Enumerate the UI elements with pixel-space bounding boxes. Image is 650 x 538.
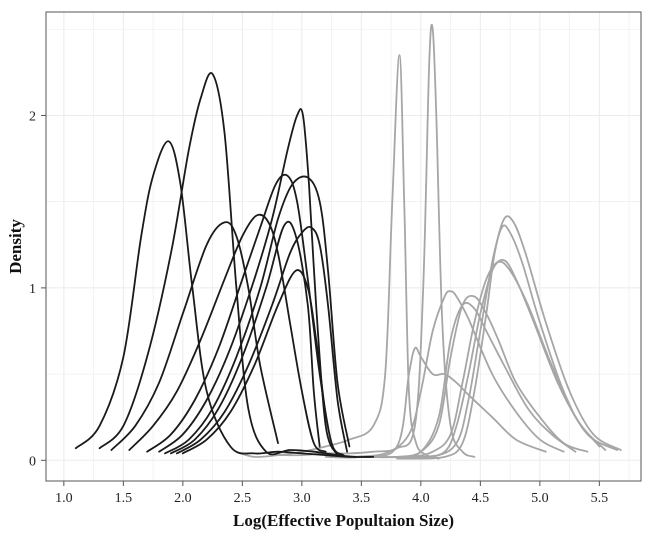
y-tick-label: 2 bbox=[29, 109, 36, 124]
density-curve-light-19 bbox=[396, 224, 619, 460]
y-axis-ticks: 0 1 2 bbox=[29, 109, 46, 469]
x-tick-label: 3.0 bbox=[293, 491, 311, 506]
x-tick-label: 1.0 bbox=[55, 491, 73, 506]
density-curve-dark-4 bbox=[128, 213, 327, 453]
x-tick-label: 2.0 bbox=[174, 491, 192, 506]
x-tick-label: 1.5 bbox=[115, 491, 133, 506]
x-tick-label: 4.0 bbox=[412, 491, 430, 506]
density-curve-light-20 bbox=[408, 215, 622, 460]
y-axis-title: Density bbox=[6, 219, 25, 274]
x-tick-label: 5.0 bbox=[531, 491, 549, 506]
y-tick-label: 0 bbox=[29, 454, 36, 469]
density-curve-dark-3 bbox=[110, 221, 279, 451]
x-tick-label: 4.5 bbox=[472, 491, 490, 506]
x-axis-ticks: 1.0 1.5 2.0 2.5 3.0 3.5 4.0 4.5 5.0 5.5 bbox=[55, 481, 608, 506]
density-curve-dark-9 bbox=[176, 225, 348, 455]
density-curve-dark-5 bbox=[146, 173, 345, 456]
x-tick-label: 2.5 bbox=[234, 491, 252, 506]
series-group bbox=[74, 24, 622, 460]
density-curve-dark-6 bbox=[158, 108, 339, 456]
density-curve-light-18 bbox=[384, 259, 607, 459]
x-tick-label: 3.5 bbox=[353, 491, 371, 506]
density-curve-light-17 bbox=[372, 260, 601, 459]
density-curve-dark-7 bbox=[164, 175, 351, 455]
plot-panel-border bbox=[45, 11, 642, 482]
density-curve-dark-8 bbox=[170, 220, 321, 455]
density-curve-light-13 bbox=[324, 346, 547, 459]
grid bbox=[46, 12, 641, 481]
y-tick-label: 1 bbox=[29, 282, 36, 297]
x-axis-title: Log(Effective Popultaion Size) bbox=[233, 511, 454, 530]
x-tick-label: 5.5 bbox=[591, 491, 609, 506]
density-curve-dark-1 bbox=[74, 140, 375, 458]
density-curve-light-16 bbox=[360, 301, 577, 459]
density-curve-dark-2 bbox=[98, 72, 357, 458]
density-curve-light-14 bbox=[348, 290, 565, 458]
density-curve-dark-10 bbox=[181, 269, 327, 455]
